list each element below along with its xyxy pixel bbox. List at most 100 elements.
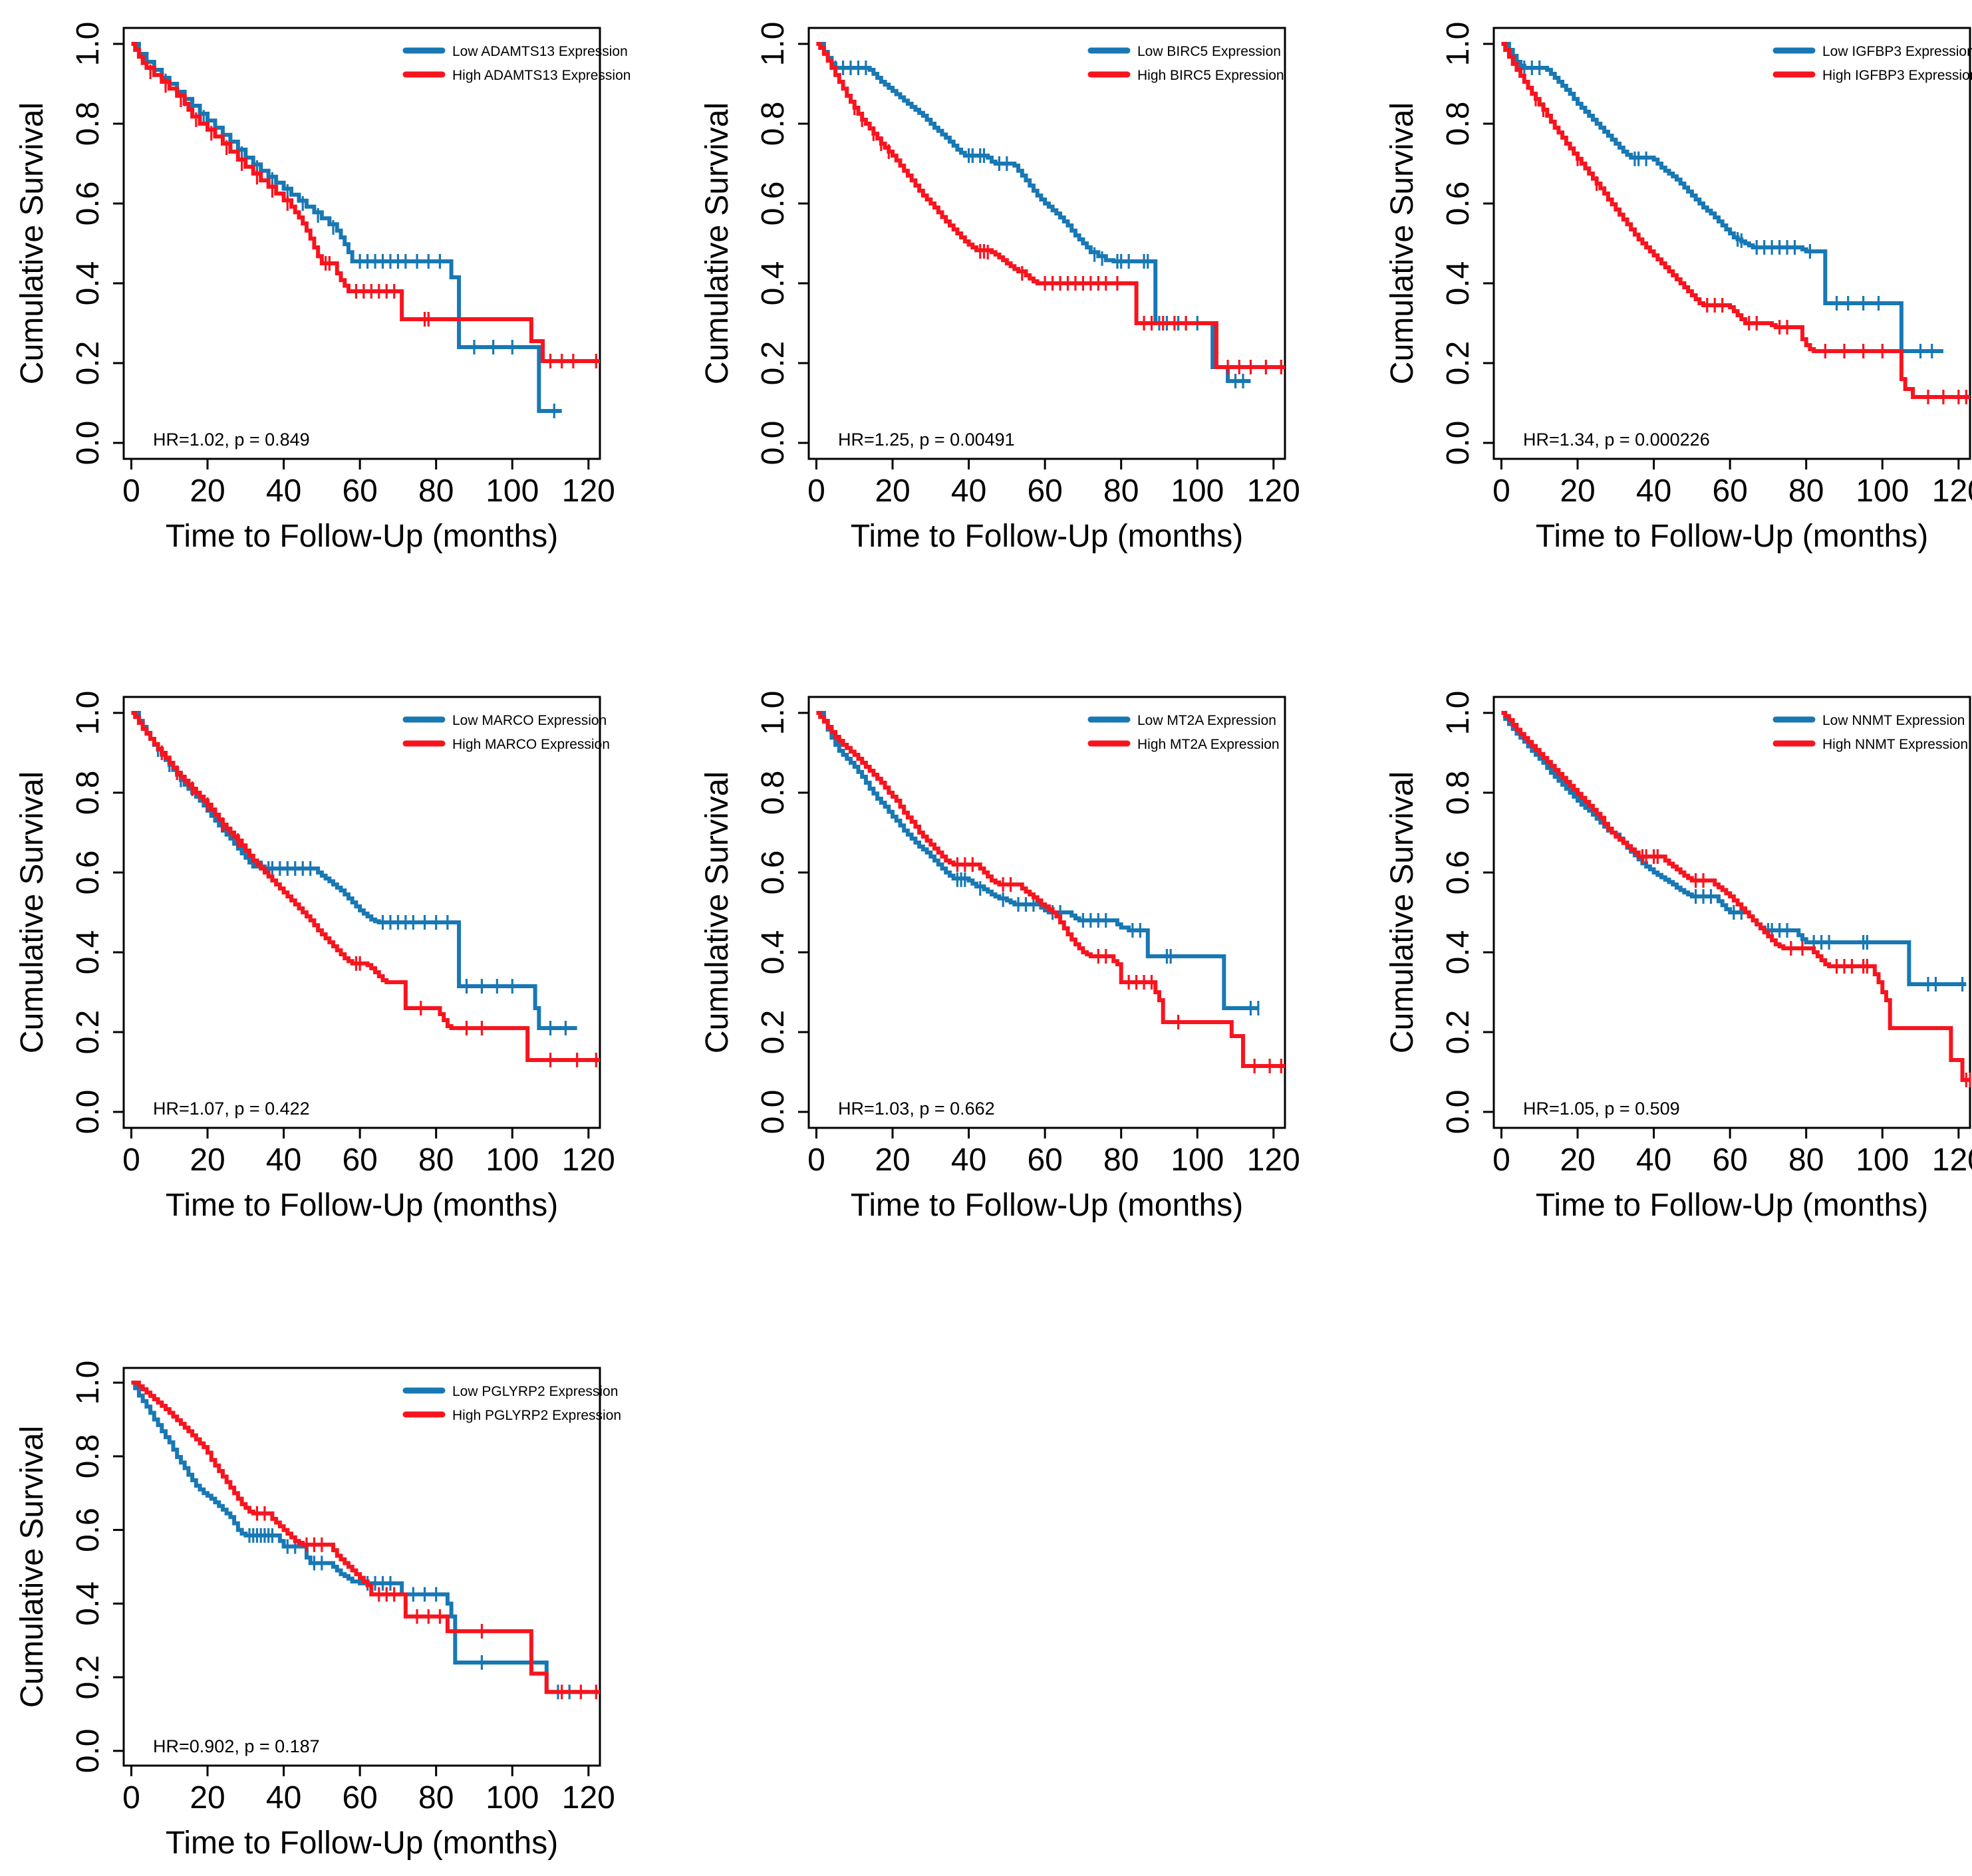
x-tick-label: 40 [951,473,986,509]
y-tick-label: 0.8 [1441,102,1476,146]
hr-annotation: HR=1.07, p = 0.422 [153,1099,310,1119]
censor-marks-high [956,857,1282,1073]
y-tick-label: 1.0 [70,1361,106,1405]
plot-box [807,696,1286,1129]
y-tick-label: 0.0 [70,421,106,466]
legend-label-high: High IGFBP3 Expression [1822,68,1972,83]
legend-label-low: Low ADAMTS13 Expression [452,44,628,59]
y-tick-label: 1.0 [1441,22,1476,67]
x-tick-label: 40 [951,1142,986,1178]
legend-label-low: Low IGFBP3 Expression [1822,44,1972,59]
hr-annotation: HR=1.05, p = 0.509 [1523,1099,1680,1119]
x-axis-title: Time to Follow-Up (months) [1536,519,1928,554]
x-tick-label: 120 [562,473,615,509]
legend: Low ADAMTS13 Expression High ADAMTS13 Exp… [402,44,631,83]
x-tick-label: 0 [1492,1142,1510,1178]
legend: Low IGFBP3 Expression High IGFBP3 Express… [1772,44,1972,83]
hr-annotation: HR=1.02, p = 0.849 [153,430,310,450]
legend-label-high: High NNMT Expression [1822,737,1968,752]
censor-marks-high [160,745,597,1067]
x-tick-label: 60 [1027,1142,1062,1178]
x-tick-label: 40 [266,1780,301,1815]
plot-box [1492,696,1971,1129]
y-axis-title: Cumulative Survival [700,102,735,384]
x-tick-label: 120 [562,1780,615,1815]
km-plot-NNMT: 0 20 40 60 80 100 120 0.0 0.2 0.4 0.6 0.8 1.0 Time to… [1385,691,1972,1223]
hr-annotation: HR=1.25, p = 0.00491 [838,430,1015,450]
y-tick-label: 0.2 [70,341,106,386]
x-tick-label: 0 [122,1142,140,1178]
x-axis-title: Time to Follow-Up (months) [1536,1188,1928,1223]
y-tick-label: 0.2 [756,341,791,386]
legend-label-low: Low MARCO Expression [452,713,607,728]
censor-marks-low [834,61,1244,388]
y-tick-label: 0.4 [1441,261,1476,306]
x-tick-label: 60 [1027,473,1062,509]
x-tick-label: 100 [1856,1142,1909,1178]
survival-curve-high [1501,42,1970,399]
hr-annotation: HR=1.34, p = 0.000226 [1523,430,1710,450]
x-tick-label: 100 [1171,1142,1224,1178]
x-tick-label: 80 [418,1780,454,1815]
y-tick-label: 1.0 [70,22,106,67]
legend: Low PGLYRP2 Expression High PGLYRP2 Expre… [402,1384,621,1423]
survival-curve-low [816,42,1251,383]
y-tick-label: 0.8 [70,1434,106,1479]
censor-marks-low [156,742,567,1035]
x-tick-label: 100 [486,1142,539,1178]
y-tick-label: 0.6 [1441,851,1476,895]
x-tick-label: 40 [266,473,301,509]
x-axis-title: Time to Follow-Up (months) [851,519,1243,554]
survival-curve-high [131,42,600,363]
y-tick-label: 0.6 [756,851,791,895]
x-tick-label: 120 [562,1142,615,1178]
y-tick-label: 0.0 [756,421,791,466]
km-plot-MT2A: 0 20 40 60 80 100 120 0.0 0.2 0.4 0.6 0.8 1.0 Time to… [700,691,1300,1223]
y-tick-label: 0.2 [756,1010,791,1055]
x-tick-label: 0 [807,1142,825,1178]
x-tick-label: 100 [1171,473,1224,509]
y-tick-label: 0.0 [70,1728,106,1773]
km-plot-PGLYRP2: 0 20 40 60 80 100 120 0.0 0.2 0.4 0.6 0.8 1.0 Time to… [15,1361,621,1861]
y-tick-label: 0.8 [70,771,106,815]
survival-curve-low [816,711,1258,1010]
x-tick-label: 80 [1788,473,1824,509]
y-tick-label: 0.4 [1441,930,1476,975]
survival-curve-low [131,42,562,413]
legend: Low NNMT Expression High NNMT Expression [1772,713,1968,752]
y-tick-label: 0.6 [70,851,106,895]
y-axis-title: Cumulative Survival [15,1426,50,1708]
survival-curve-low [131,1381,589,1694]
y-tick-label: 0.8 [1441,771,1476,815]
x-tick-label: 100 [486,1780,539,1815]
x-tick-label: 20 [190,1142,225,1178]
censor-marks-high [255,1506,597,1700]
x-tick-label: 120 [1247,1142,1300,1178]
km-plot-MARCO: 0 20 40 60 80 100 120 0.0 0.2 0.4 0.6 0.8 1.0 Time to… [15,691,615,1223]
x-tick-label: 80 [1788,1142,1824,1178]
legend: Low MARCO Expression High MARCO Expressio… [402,713,610,752]
legend-label-high: High ADAMTS13 Expression [452,68,631,83]
y-tick-label: 0.4 [70,1581,106,1626]
y-tick-label: 1.0 [756,22,791,67]
x-tick-label: 120 [1247,473,1300,509]
plot-box [807,27,1286,460]
y-tick-label: 0.2 [70,1655,106,1700]
x-axis-title: Time to Follow-Up (months) [851,1188,1243,1223]
plot-box [1492,27,1971,460]
censor-marks-low [164,73,555,418]
x-axis-title: Time to Follow-Up (months) [166,519,558,554]
censor-marks-low [1523,61,1933,358]
x-tick-label: 60 [1712,473,1747,509]
y-tick-label: 0.8 [756,771,791,815]
censor-marks-high [1641,849,1971,1087]
y-tick-label: 0.4 [756,261,791,306]
y-axis-title: Cumulative Survival [1385,771,1420,1053]
plot-box [122,27,601,460]
x-tick-label: 120 [1932,473,1972,509]
survival-curve-high [131,711,600,1062]
y-tick-label: 0.6 [70,1508,106,1552]
km-plot-ADAMTS13: 0 20 40 60 80 100 120 0.0 0.2 0.4 0.6 0.8 1.0 Time to… [15,22,631,554]
